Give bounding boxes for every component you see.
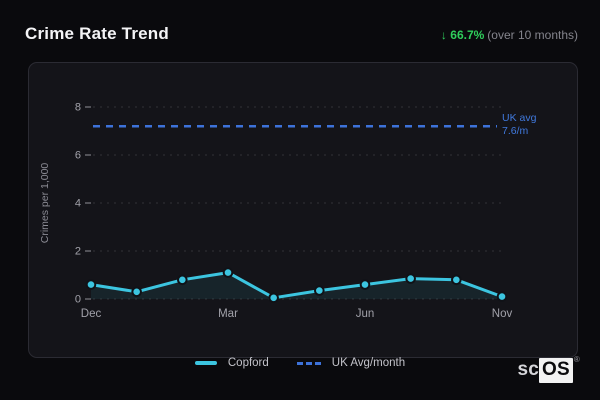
svg-text:7.6/m: 7.6/m	[502, 125, 529, 137]
chart-card: 0 2 4 6 8 Crimes per 1,000 UK avg 7.6/m Dec Mar Ju…	[28, 62, 578, 358]
arrow-down-icon: ↓	[440, 28, 447, 42]
svg-text:Nov: Nov	[492, 308, 513, 320]
trend-indicator: ↓ 66.7% (over 10 months)	[441, 28, 578, 42]
dashed-line-swatch-icon	[296, 361, 321, 365]
svg-text:8: 8	[75, 102, 81, 114]
legend-item-copford: Copford	[194, 357, 269, 369]
trend-delta: ↓ 66.7%	[441, 28, 484, 42]
svg-text:4: 4	[75, 198, 81, 210]
chart-legend: Copford UK Avg/month	[0, 354, 600, 372]
registered-trademark-icon: ®	[573, 355, 580, 364]
trend-value: 66.7%	[450, 28, 485, 42]
page-title: Crime Rate Trend	[25, 24, 169, 43]
trend-context: (over 10 months)	[487, 28, 578, 42]
svg-text:Mar: Mar	[218, 308, 238, 320]
svg-text:6: 6	[75, 150, 81, 162]
solid-line-swatch-icon	[194, 361, 217, 365]
svg-text:Jun: Jun	[356, 308, 375, 320]
scos-logo: sc OS ®	[517, 355, 580, 384]
header: Crime Rate Trend ↓ 66.7% (over 10 months)	[25, 24, 578, 50]
svg-text:Crimes per 1,000: Crimes per 1,000	[39, 163, 51, 244]
logo-box: OS	[539, 357, 573, 383]
legend-label: Copford	[227, 357, 269, 369]
svg-text:0: 0	[75, 294, 81, 306]
logo-prefix: sc	[517, 359, 540, 380]
svg-text:2: 2	[75, 246, 81, 258]
legend-label: UK Avg/month	[331, 357, 406, 369]
legend-item-uk-avg: UK Avg/month	[296, 357, 406, 369]
svg-text:Dec: Dec	[81, 308, 102, 320]
svg-text:UK avg: UK avg	[502, 112, 537, 124]
